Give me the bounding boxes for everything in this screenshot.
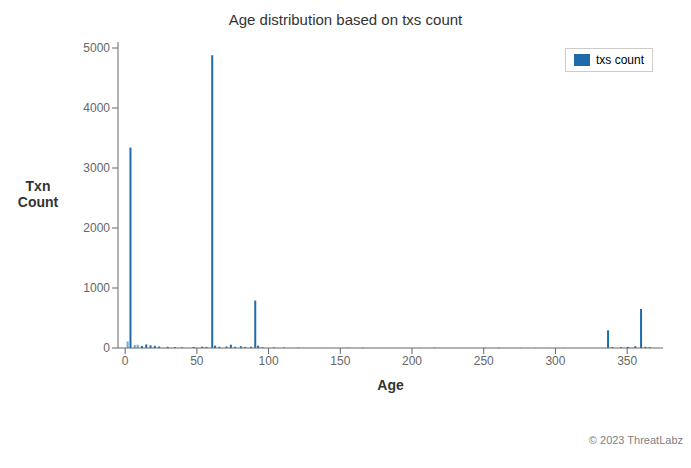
svg-text:350: 350 — [617, 354, 637, 368]
html-text:txs count: txs count — [596, 53, 644, 67]
svg-text:300: 300 — [545, 354, 565, 368]
svg-text:0: 0 — [122, 354, 129, 368]
svg-text:5000: 5000 — [83, 41, 110, 55]
svg-text:TxnCount: TxnCount — [18, 178, 59, 210]
svg-text:3000: 3000 — [83, 161, 110, 175]
svg-text:4000: 4000 — [83, 101, 110, 115]
html-text:© 2023 ThreatLabz: © 2023 ThreatLabz — [588, 434, 683, 446]
svg-text:50: 50 — [190, 354, 204, 368]
svg-text:1000: 1000 — [83, 281, 110, 295]
svg-text:150: 150 — [330, 354, 350, 368]
html-text:Age distribution based on txs: Age distribution based on txs count — [228, 11, 463, 28]
svg-text:0: 0 — [103, 341, 110, 355]
svg-text:2000: 2000 — [83, 221, 110, 235]
svg-text:Age: Age — [377, 377, 404, 393]
svg-text:200: 200 — [402, 354, 422, 368]
svg-text:100: 100 — [259, 354, 279, 368]
svg-text:250: 250 — [474, 354, 494, 368]
